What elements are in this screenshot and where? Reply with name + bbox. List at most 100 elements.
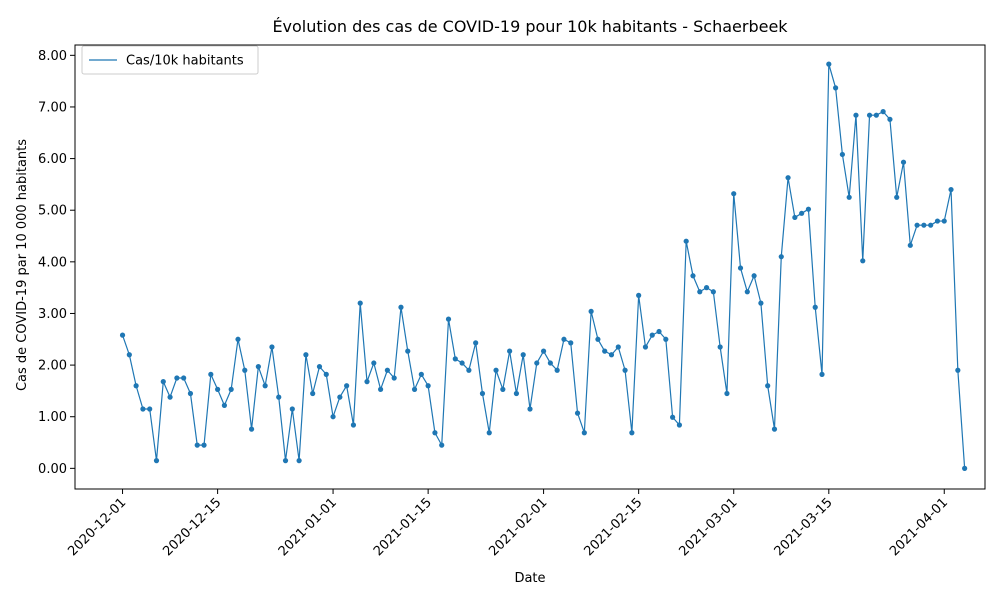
- data-point: [282, 458, 289, 464]
- data-point: [126, 352, 132, 358]
- data-point: [853, 112, 859, 118]
- data-point: [371, 360, 377, 366]
- data-point: [860, 258, 866, 264]
- data-point: [833, 85, 839, 91]
- data-point: [894, 194, 900, 200]
- data-point: [418, 371, 424, 377]
- legend-box: [81, 45, 259, 75]
- x-tick-label: 2021-02-01: [486, 495, 550, 559]
- data-point: [710, 289, 716, 295]
- data-point: [690, 273, 696, 279]
- data-point: [629, 430, 635, 436]
- y-tick-label: 0.00: [38, 462, 67, 477]
- data-point: [337, 394, 343, 400]
- data-point: [602, 348, 608, 354]
- data-point: [839, 151, 845, 158]
- data-point: [527, 406, 533, 412]
- data-point: [133, 383, 139, 389]
- chart-title: Évolution des cas de COVID-19 pour 10k h…: [272, 17, 788, 36]
- data-point: [866, 112, 873, 118]
- data-point: [350, 422, 357, 428]
- data-point: [758, 300, 764, 306]
- data-point: [344, 383, 350, 389]
- data-point: [439, 442, 445, 448]
- data-point: [445, 316, 452, 322]
- data-point: [221, 402, 227, 408]
- data-point: [826, 61, 832, 67]
- data-point: [215, 386, 221, 392]
- x-axis-label: Date: [514, 571, 545, 586]
- data-point: [140, 406, 146, 412]
- data-point: [119, 332, 126, 338]
- data-point: [153, 458, 160, 464]
- data-point: [846, 194, 852, 200]
- data-point: [296, 458, 302, 464]
- data-point: [384, 367, 390, 373]
- x-tick-label: 2021-02-15: [581, 495, 645, 559]
- data-point: [500, 386, 506, 392]
- y-tick-label: 4.00: [38, 255, 67, 270]
- data-point: [568, 340, 574, 346]
- data-point: [683, 238, 689, 244]
- data-point: [900, 159, 907, 165]
- data-point: [235, 336, 241, 342]
- data-point: [581, 430, 587, 436]
- data-point: [642, 344, 649, 350]
- data-point: [751, 273, 757, 279]
- data-point: [676, 422, 683, 428]
- data-point: [649, 332, 655, 338]
- data-point: [880, 109, 886, 115]
- x-tick-label: 2021-04-01: [887, 495, 951, 559]
- y-axis-label: Cas de COVID-19 par 10 000 habitants: [15, 139, 30, 391]
- data-point: [276, 394, 282, 400]
- data-point: [561, 336, 567, 342]
- data-point: [622, 367, 628, 373]
- data-point: [228, 386, 234, 392]
- data-point: [187, 390, 194, 397]
- data-point: [167, 394, 173, 400]
- data-point: [479, 390, 486, 397]
- data-point: [378, 386, 384, 392]
- data-point: [310, 390, 316, 397]
- data-point: [248, 426, 255, 432]
- data-point: [411, 386, 418, 392]
- series-line: [121, 63, 966, 469]
- series-group: [119, 61, 968, 471]
- data-point: [289, 406, 295, 412]
- data-point: [819, 371, 825, 377]
- data-point: [615, 344, 621, 350]
- x-tick-label: 2021-01-01: [276, 495, 340, 559]
- data-point: [921, 222, 927, 228]
- x-tick-label: 2021-03-01: [677, 495, 741, 559]
- data-point: [303, 352, 309, 358]
- data-point: [670, 414, 676, 420]
- data-point: [724, 390, 730, 397]
- data-point: [554, 367, 560, 373]
- data-point: [697, 289, 703, 295]
- data-point: [398, 304, 404, 310]
- data-point: [194, 442, 200, 448]
- data-point: [765, 383, 771, 389]
- data-point: [405, 348, 411, 354]
- data-point: [452, 356, 458, 362]
- data-point: [771, 426, 778, 432]
- data-point: [540, 348, 547, 354]
- data-point: [147, 406, 153, 412]
- data-point: [459, 360, 465, 366]
- data-point: [778, 254, 784, 260]
- data-point: [391, 375, 397, 381]
- data-point: [174, 375, 180, 381]
- data-point: [486, 430, 492, 436]
- data-point: [608, 352, 615, 358]
- data-point: [432, 430, 438, 436]
- data-point: [941, 218, 947, 224]
- data-point: [717, 344, 723, 350]
- data-point: [636, 292, 642, 298]
- data-point: [785, 175, 791, 181]
- y-tick-label: 6.00: [38, 152, 67, 167]
- data-point: [269, 344, 275, 350]
- data-point: [493, 367, 499, 373]
- data-point: [934, 218, 941, 224]
- data-point: [737, 265, 744, 271]
